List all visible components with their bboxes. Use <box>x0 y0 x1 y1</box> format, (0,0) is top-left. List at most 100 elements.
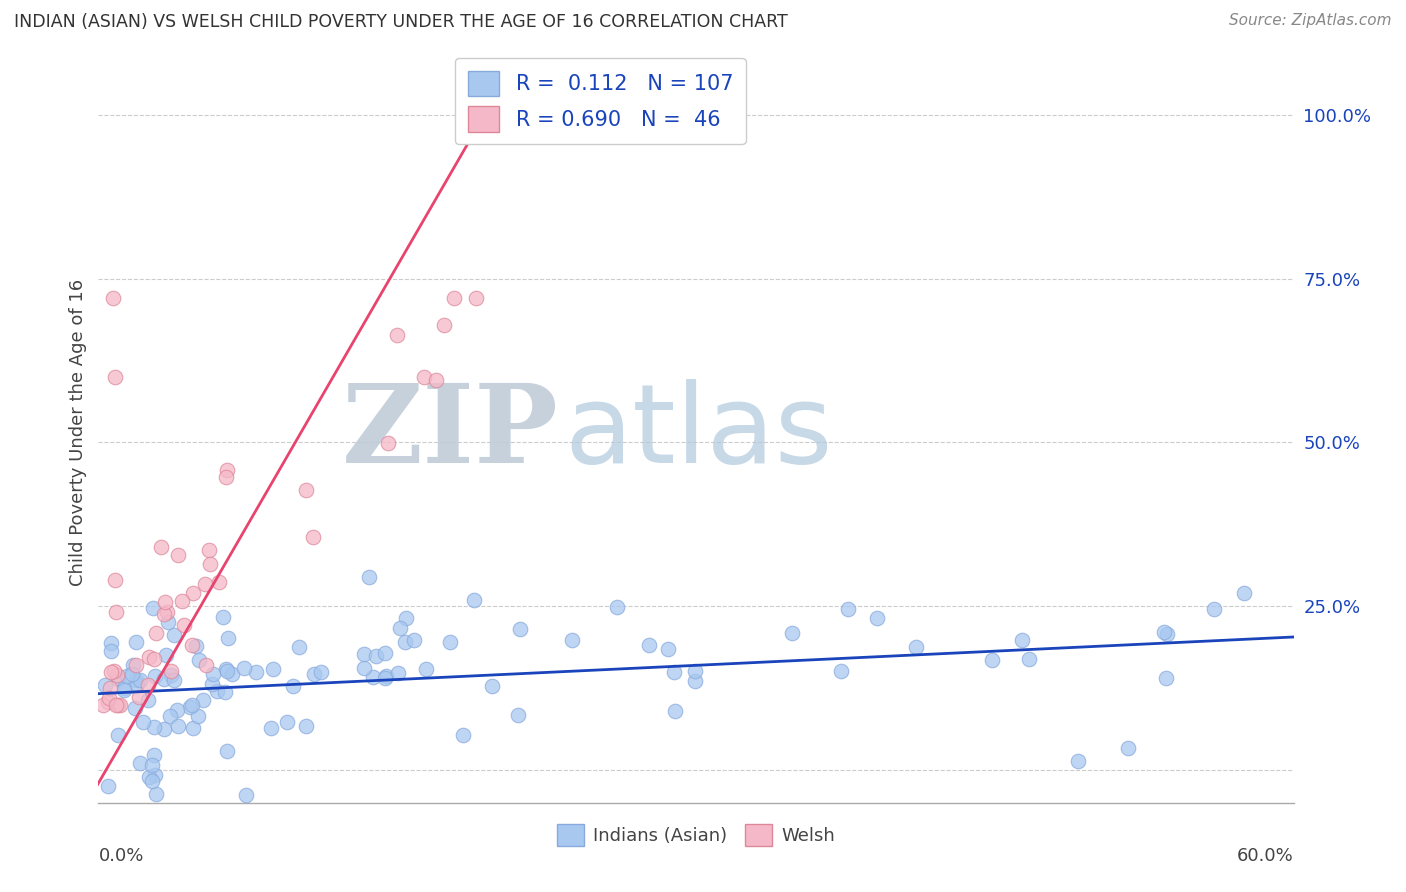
Point <box>412 370 434 384</box>
Point <box>138 649 160 664</box>
Text: 0.0%: 0.0% <box>98 847 143 865</box>
Point <box>904 640 927 654</box>
Point <box>451 728 474 742</box>
Point <box>1156 627 1178 641</box>
Point <box>683 665 706 679</box>
Point <box>374 671 396 685</box>
Point <box>141 774 163 789</box>
Point <box>1011 633 1033 648</box>
Point <box>110 698 132 712</box>
Point <box>215 664 238 678</box>
Point <box>145 787 167 801</box>
Point <box>103 664 125 678</box>
Point <box>170 594 193 608</box>
Point <box>122 658 145 673</box>
Text: Source: ZipAtlas.com: Source: ZipAtlas.com <box>1229 13 1392 29</box>
Point <box>294 483 316 497</box>
Point <box>245 665 267 679</box>
Point <box>173 618 195 632</box>
Point <box>156 615 179 630</box>
Point <box>181 698 204 712</box>
Point <box>508 707 530 722</box>
Point <box>561 633 583 648</box>
Point <box>100 665 122 679</box>
Text: INDIAN (ASIAN) VS WELSH CHILD POVERTY UNDER THE AGE OF 16 CORRELATION CHART: INDIAN (ASIAN) VS WELSH CHILD POVERTY UN… <box>14 13 787 31</box>
Point <box>260 722 283 736</box>
Point <box>105 668 128 682</box>
Point <box>121 667 143 681</box>
Point <box>664 704 686 718</box>
Point <box>136 678 159 692</box>
Point <box>198 543 221 558</box>
Point <box>124 658 146 673</box>
Point <box>152 722 174 736</box>
Text: 60.0%: 60.0% <box>1237 847 1294 865</box>
Point <box>112 681 135 695</box>
Point <box>187 708 209 723</box>
Point <box>98 691 121 706</box>
Point <box>128 690 150 704</box>
Point <box>163 628 186 642</box>
Point <box>93 678 115 692</box>
Point <box>104 573 127 587</box>
Point <box>394 634 416 648</box>
Point <box>685 674 707 689</box>
Point <box>104 605 127 619</box>
Point <box>125 635 148 649</box>
Point <box>662 665 685 679</box>
Point <box>385 327 408 342</box>
Point <box>115 668 138 682</box>
Point <box>200 557 222 571</box>
Point <box>1154 671 1177 685</box>
Point <box>143 768 166 782</box>
Point <box>201 676 224 690</box>
Point <box>433 318 456 332</box>
Point <box>830 664 852 678</box>
Point <box>138 770 160 784</box>
Point <box>112 683 135 698</box>
Point <box>215 463 238 477</box>
Point <box>142 601 165 615</box>
Point <box>160 668 183 682</box>
Point <box>167 718 190 732</box>
Point <box>179 700 201 714</box>
Text: ZIP: ZIP <box>342 379 558 486</box>
Point <box>160 664 183 678</box>
Point <box>142 720 165 734</box>
Point <box>155 648 177 662</box>
Point <box>481 680 503 694</box>
Point <box>387 665 409 680</box>
Point <box>93 698 115 712</box>
Point <box>143 652 166 666</box>
Point <box>104 698 127 712</box>
Legend: Indians (Asian), Welsh: Indians (Asian), Welsh <box>550 816 842 853</box>
Point <box>205 683 228 698</box>
Point <box>191 692 214 706</box>
Point <box>166 703 188 717</box>
Point <box>276 714 298 729</box>
Point <box>194 658 217 673</box>
Point <box>1202 602 1225 616</box>
Point <box>1233 586 1256 600</box>
Point <box>302 530 325 544</box>
Point <box>235 788 257 802</box>
Point <box>364 648 387 663</box>
Point <box>153 672 176 686</box>
Point <box>202 667 225 681</box>
Point <box>214 685 236 699</box>
Point <box>104 370 127 384</box>
Point <box>156 606 179 620</box>
Point <box>837 602 859 616</box>
Point <box>97 695 120 709</box>
Point <box>215 744 238 758</box>
Point <box>374 646 396 660</box>
Point <box>377 435 399 450</box>
Point <box>142 747 165 762</box>
Point <box>395 611 418 625</box>
Point <box>107 672 129 686</box>
Point <box>215 470 238 484</box>
Point <box>388 621 411 635</box>
Point <box>150 540 173 554</box>
Point <box>288 640 311 654</box>
Point <box>107 698 129 712</box>
